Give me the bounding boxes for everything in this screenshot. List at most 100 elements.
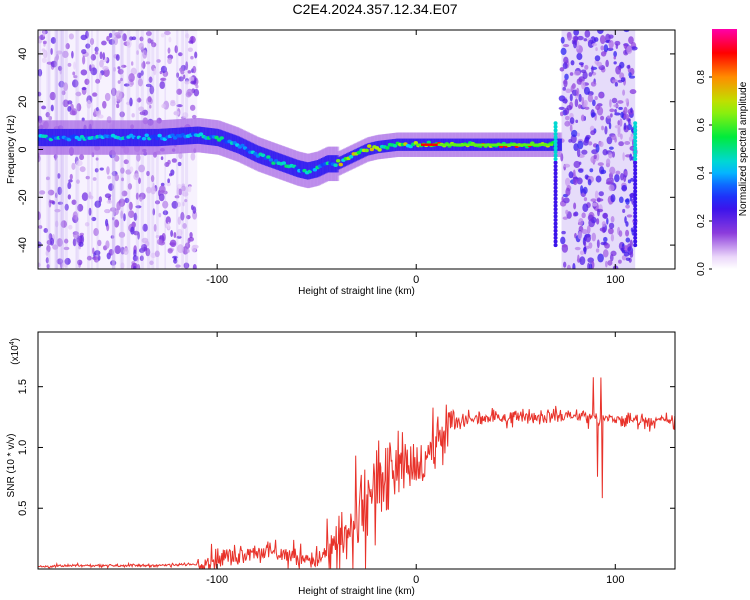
noise-blob [167, 57, 172, 65]
spike-mark [633, 142, 638, 147]
noise-blob [620, 173, 624, 181]
noise-blob [573, 40, 577, 49]
noise-blob [123, 213, 126, 222]
noise-blob [186, 88, 193, 97]
noise-blob [595, 175, 602, 183]
noise-blob [576, 87, 580, 97]
noise-blob [559, 111, 564, 117]
noise-blob [587, 178, 592, 186]
noise-blob [588, 242, 593, 249]
y-tick-label: 0.5 [17, 501, 29, 516]
noise-blob [145, 247, 151, 257]
ridge-peak [542, 143, 546, 146]
noise-blob [60, 220, 68, 228]
spike-mark [633, 214, 638, 219]
spike-mark [633, 128, 638, 133]
noise-blob [136, 50, 139, 55]
ridge-core [170, 133, 175, 138]
noise-blob [77, 259, 83, 266]
noise-blob [583, 197, 588, 202]
noise-blob [584, 174, 589, 180]
noise-blob [587, 39, 595, 48]
noise-blob [600, 115, 605, 121]
spike-mark [633, 192, 638, 197]
noise-blob [570, 60, 575, 66]
noise-blob [148, 76, 153, 83]
noise-blob [147, 37, 152, 44]
noise-blob [576, 40, 580, 50]
noise-blob [117, 68, 124, 75]
noise-blob [600, 169, 607, 175]
noise-blob [606, 136, 613, 145]
spike-mark [553, 182, 558, 187]
spike-mark [633, 225, 638, 230]
noise-blob [50, 104, 54, 112]
noise-blob [101, 40, 107, 46]
ridge-core [154, 136, 160, 141]
noise-blob [76, 160, 83, 167]
noise-blob [629, 153, 633, 161]
noise-blob [187, 237, 191, 244]
spike-mark [553, 218, 558, 223]
noise-blob [136, 263, 141, 269]
noise-blob [560, 36, 565, 44]
noise-blob [593, 37, 599, 42]
noise-blob [584, 64, 589, 70]
noise-blob [594, 190, 599, 200]
chart-title: C2E4.2024.357.12.34.E07 [292, 1, 458, 17]
spike-mark [553, 232, 558, 237]
noise-blob [65, 43, 70, 50]
ridge-peak [518, 143, 522, 146]
noise-blob [138, 106, 145, 112]
noise-blob [569, 93, 573, 102]
noise-blob [617, 100, 624, 104]
noise-blob [181, 185, 186, 192]
ridge-peak [425, 143, 429, 146]
noise-blob [615, 65, 621, 75]
noise-blob [579, 250, 585, 256]
noise-blob [146, 186, 152, 194]
noise-blob [611, 151, 615, 158]
noise-blob [71, 79, 79, 88]
noise-blob [153, 67, 157, 76]
noise-blob [103, 68, 110, 77]
spike-mark [633, 243, 638, 248]
noise-blob [584, 30, 591, 38]
ridge-peak [435, 143, 439, 146]
noise-blob [630, 227, 634, 233]
noise-blob [76, 103, 82, 112]
noise-blob [71, 199, 77, 205]
spike-mark [553, 160, 558, 165]
noise-blob [119, 111, 125, 118]
ridge-core [307, 169, 312, 174]
noise-blob [176, 88, 183, 95]
noise-blob [138, 42, 144, 51]
ridge-peak [468, 143, 472, 146]
spike-mark [553, 171, 558, 176]
noise-blob [171, 200, 179, 209]
noise-blob [114, 32, 121, 37]
noise-blob [620, 111, 624, 119]
noise-blob [572, 169, 576, 177]
ridge-core [364, 148, 369, 153]
noise-blob [94, 46, 99, 53]
noise-blob [625, 221, 629, 227]
ridge-core [266, 155, 271, 159]
noise-blob [88, 64, 92, 72]
noise-blob [591, 112, 596, 117]
ridge-peak [473, 143, 477, 146]
noise-blob [48, 116, 53, 121]
noise-blob [562, 43, 570, 48]
noise-blob [72, 211, 78, 220]
noise-blob [160, 77, 167, 82]
noise-blob [191, 114, 197, 119]
noise-blob [174, 195, 180, 199]
noise-blob [560, 47, 567, 56]
noise-blob [128, 210, 135, 218]
noise-blob [58, 80, 65, 88]
noise-blob [587, 214, 594, 222]
noise-blob [45, 176, 50, 181]
noise-blob [54, 208, 61, 213]
noise-blob [160, 33, 165, 38]
noise-blob [592, 202, 598, 207]
